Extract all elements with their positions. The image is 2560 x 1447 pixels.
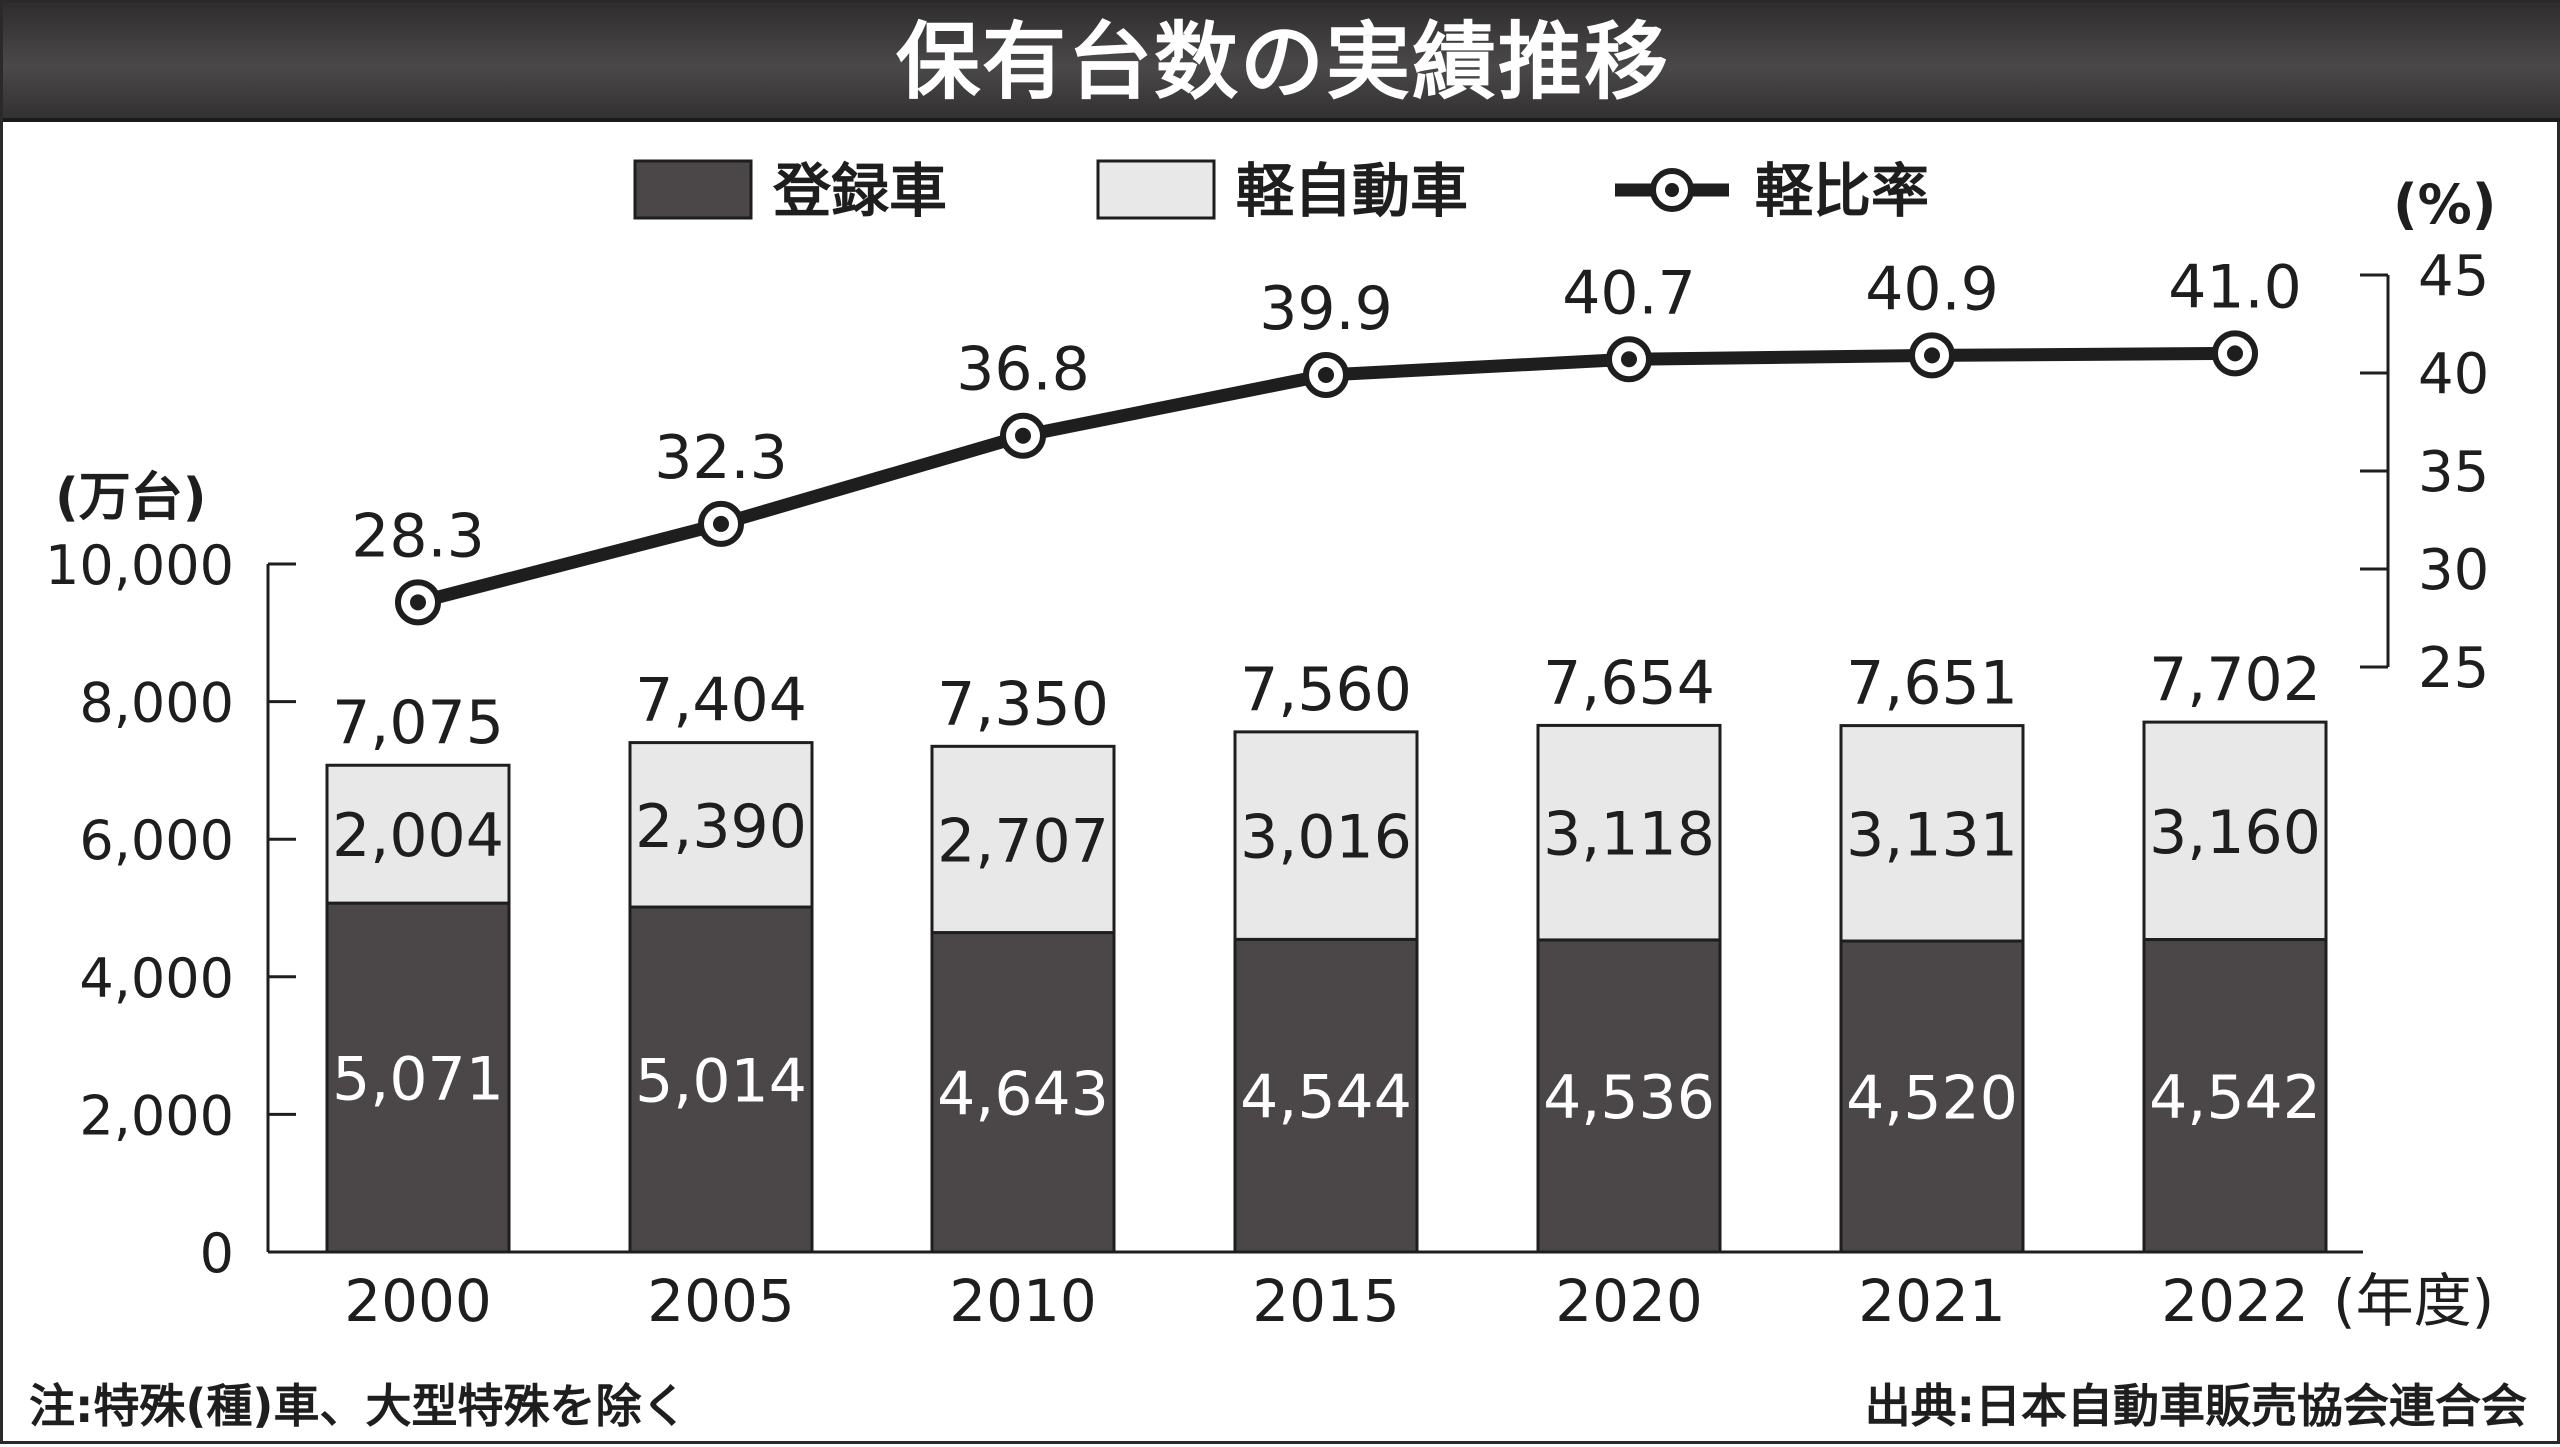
bar-total-label: 7,350	[937, 669, 1109, 739]
ratio-marker-dot	[1015, 427, 1031, 444]
bar-kei-label: 3,131	[1846, 800, 2018, 870]
legend-swatch-kei	[1096, 159, 1216, 220]
right-axis-tick-label: 25	[2418, 636, 2489, 701]
bar-kei	[325, 763, 511, 905]
x-axis-tick-label: 2000	[344, 1267, 492, 1335]
chart-area: 0 2,000 4,000 6,000 8,000 10,000(万台) 25 30 35 40 4…	[45, 157, 2496, 1335]
bar-registered	[628, 905, 814, 1254]
legend-label-registered: 登録車	[772, 157, 947, 225]
bar-kei-label: 3,118	[1543, 800, 1715, 870]
title-bar: 保有台数の実績推移	[3, 3, 2560, 122]
left-axis-tick-label: 0	[200, 1222, 234, 1285]
x-axis-tick-label: 2010	[949, 1267, 1097, 1335]
ratio-marker-dot	[410, 594, 426, 611]
x-axis-tick-label: 2015	[1252, 1267, 1400, 1335]
bar-kei	[2142, 720, 2328, 942]
ratio-label: 36.8	[956, 335, 1090, 405]
left-axis-tick-label: 8,000	[79, 672, 234, 735]
right-axis-tick-label: 45	[2418, 244, 2489, 309]
x-axis-tick-label: 2022	[2161, 1267, 2309, 1335]
ratio-label: 40.9	[1865, 254, 1999, 324]
bar-kei-label: 2,707	[937, 806, 1109, 876]
bar-registered-label: 4,536	[1543, 1063, 1715, 1133]
bar-registered	[1839, 939, 2025, 1254]
ratio-marker-dot	[2227, 345, 2243, 362]
bar-registered	[325, 901, 511, 1254]
ratio-label: 40.7	[1562, 258, 1696, 328]
left-axis-tick-label: 10,000	[45, 534, 234, 597]
right-axis-unit: (%)	[2393, 173, 2496, 236]
bar-total-label: 7,654	[1543, 648, 1715, 718]
left-axis-tick-label: 4,000	[79, 947, 234, 1010]
bar-kei	[628, 741, 814, 909]
bar-kei	[1839, 724, 2025, 943]
legend-swatch-registered	[633, 159, 753, 220]
ratio-label: 32.3	[654, 423, 788, 493]
legend-swatch-ratio-dot	[1665, 183, 1679, 197]
bar-registered	[1233, 937, 1419, 1254]
bar-total-label: 7,404	[635, 666, 807, 736]
bar-registered	[1536, 938, 1722, 1254]
x-axis-tick-label: 2021	[1858, 1267, 2006, 1335]
right-axis-tick-label: 40	[2418, 342, 2489, 407]
bar-kei-label: 2,390	[635, 792, 807, 862]
x-axis-tick-label: 2005	[647, 1267, 795, 1335]
right-axis-tick-label: 30	[2418, 538, 2489, 603]
left-axis-unit: (万台)	[55, 468, 207, 528]
left-axis-tick-label: 2,000	[79, 1084, 234, 1147]
bar-total-label: 7,560	[1240, 655, 1412, 725]
bar-registered-label: 4,544	[1240, 1063, 1412, 1133]
x-axis-tick-label: 2020	[1555, 1267, 1703, 1335]
footnote-note: 注:特殊(種)車、大型特殊を除く	[29, 1379, 688, 1433]
bar-registered	[930, 931, 1116, 1254]
bar-total-label: 7,651	[1846, 649, 2018, 719]
bar-registered-label: 5,014	[635, 1047, 807, 1117]
right-axis-tick-label: 35	[2418, 440, 2489, 505]
bar-kei	[1233, 730, 1419, 941]
bar-kei-label: 2,004	[332, 801, 504, 871]
bar-registered-label: 4,542	[2149, 1063, 2321, 1133]
bar-total-label: 7,702	[2149, 645, 2321, 715]
page-title: 保有台数の実績推移	[895, 13, 1670, 111]
bar-kei	[1536, 723, 1722, 942]
ratio-label: 41.0	[2168, 252, 2302, 322]
bar-kei	[930, 744, 1116, 935]
ratio-marker-dot	[1621, 351, 1637, 368]
ratio-label: 28.3	[351, 501, 485, 571]
bar-total-label: 7,075	[332, 688, 504, 758]
bar-kei-label: 3,016	[1240, 803, 1412, 873]
left-axis-tick-label: 6,000	[79, 809, 234, 872]
ratio-marker-dot	[713, 515, 729, 532]
legend-label-ratio: 軽比率	[1755, 157, 1929, 225]
bar-kei-label: 3,160	[2149, 798, 2321, 868]
ratio-marker-dot	[1924, 347, 1940, 364]
x-axis-unit: (年度)	[2333, 1267, 2494, 1335]
ratio-label: 39.9	[1259, 274, 1393, 344]
footnote-source: 出典:日本自動車販売協会連合会	[1864, 1379, 2527, 1433]
bar-registered	[2142, 938, 2328, 1254]
bar-registered-label: 4,520	[1846, 1064, 2018, 1134]
bar-registered-label: 4,643	[937, 1059, 1109, 1129]
bar-registered-label: 5,071	[332, 1045, 504, 1115]
ratio-marker-dot	[1318, 366, 1334, 383]
legend-label-kei: 軽自動車	[1236, 157, 1468, 225]
